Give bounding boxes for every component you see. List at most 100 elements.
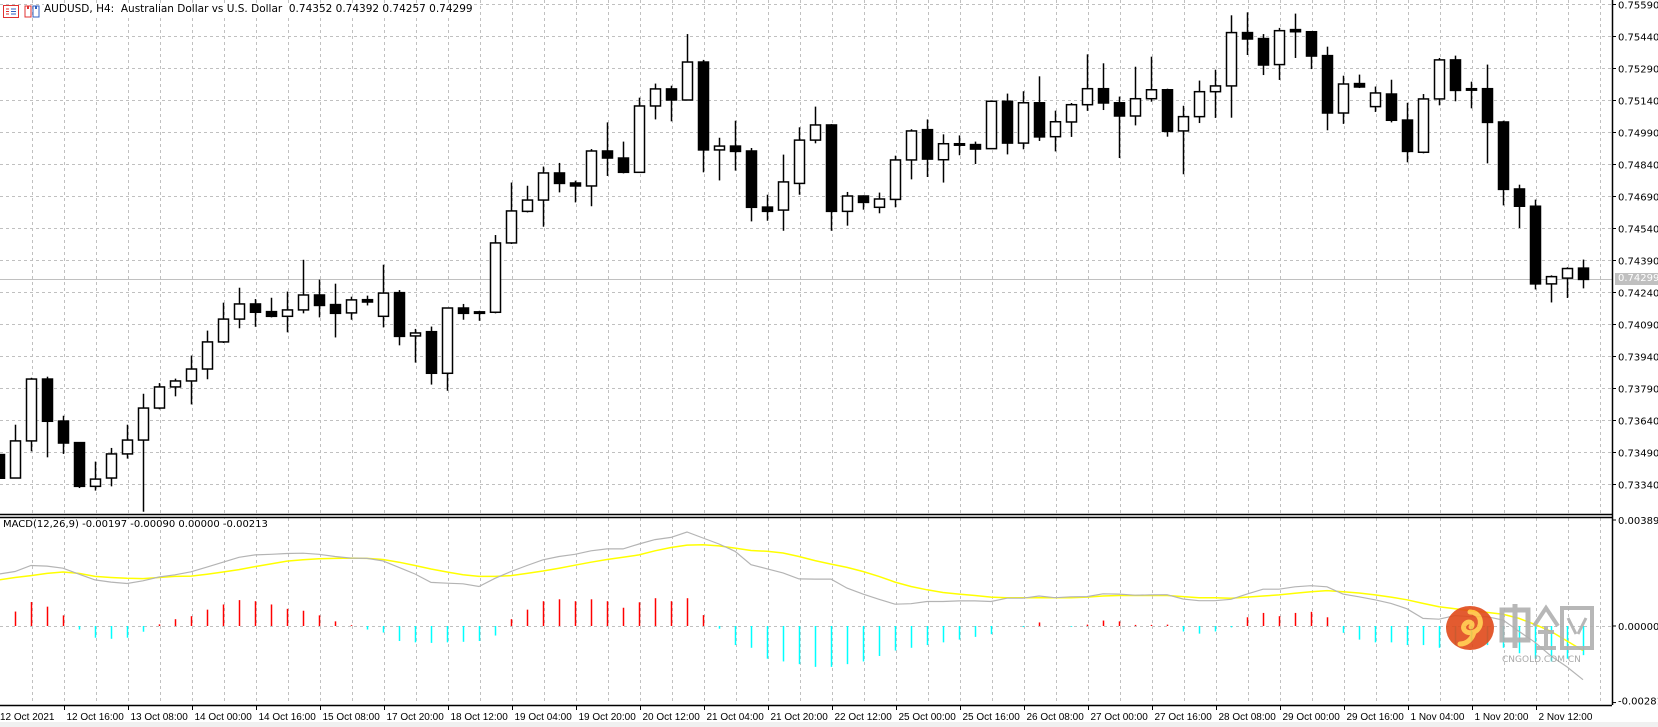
price-axis-label: 0.74840 <box>1618 161 1658 172</box>
candle <box>89 461 102 491</box>
candle-bullish <box>649 88 662 107</box>
price-axis-label: 0.74990 <box>1618 129 1658 140</box>
candle-bearish <box>617 157 630 174</box>
candle <box>633 97 646 174</box>
macd-main-line <box>0 531 1584 681</box>
candle-bullish <box>585 150 598 187</box>
candle <box>1097 63 1110 111</box>
candle <box>1305 30 1318 70</box>
candle-bullish <box>1193 90 1206 118</box>
candle-bullish <box>937 142 950 161</box>
macd-axis-label: 0.00389 <box>1618 516 1658 527</box>
time-axis-label: 18 Oct 12:00 <box>451 712 509 723</box>
candle <box>9 424 22 479</box>
price-axis-label: 0.73490 <box>1618 449 1658 460</box>
candle <box>297 259 310 314</box>
candle-bullish <box>409 332 422 337</box>
candle-bullish <box>713 145 726 151</box>
candle <box>937 134 950 183</box>
candle <box>105 447 118 487</box>
time-axis-label: 19 Oct 04:00 <box>515 712 573 723</box>
candle <box>329 283 342 338</box>
candle-bullish <box>1017 102 1030 144</box>
candle <box>1497 120 1510 206</box>
time-axis-label: 22 Oct 12:00 <box>835 712 893 723</box>
candle-bullish <box>633 105 646 174</box>
price-axis-label: 0.75140 <box>1618 97 1658 108</box>
price-axis-label: 0.73940 <box>1618 353 1658 364</box>
candle-bullish <box>489 242 502 314</box>
candle-bullish <box>1545 275 1558 285</box>
candle-bearish <box>857 195 870 204</box>
candle-bearish <box>697 61 710 151</box>
candle <box>1561 267 1574 298</box>
candle-bullish <box>9 440 22 479</box>
time-axis-label: 15 Oct 08:00 <box>323 712 381 723</box>
candle <box>1241 12 1254 55</box>
candle-bearish <box>1001 100 1014 144</box>
candle <box>169 378 182 397</box>
candle <box>697 59 710 173</box>
candle-bullish <box>1049 121 1062 138</box>
candle <box>1129 66 1142 126</box>
candle-bullish <box>1417 98 1430 154</box>
time-axis-label: 19 Oct 20:00 <box>579 712 637 723</box>
candle <box>1289 13 1302 58</box>
candle <box>361 295 374 306</box>
candle <box>1449 55 1462 102</box>
candle <box>1177 105 1190 175</box>
time-axis-label: 20 Oct 12:00 <box>643 712 701 723</box>
candle-bullish <box>377 292 390 318</box>
candle-bearish <box>665 88 678 101</box>
candle <box>217 302 230 343</box>
chart-title: AUDUSD, H4: Australian Dollar vs U.S. Do… <box>44 3 473 15</box>
candle <box>1033 76 1046 141</box>
candle-bearish <box>393 291 406 338</box>
candle <box>1321 46 1334 131</box>
candle <box>793 127 806 195</box>
candle <box>921 119 934 178</box>
candle <box>265 297 278 318</box>
candle <box>585 149 598 207</box>
list-icon[interactable] <box>3 3 19 22</box>
time-axis-label: 1 Nov 20:00 <box>1475 712 1529 723</box>
candle <box>809 106 822 144</box>
price-axis-label: 0.75290 <box>1618 65 1658 76</box>
candle <box>1113 96 1126 159</box>
time-axis-label: 25 Oct 00:00 <box>899 712 957 723</box>
chart-window-icon[interactable] <box>24 3 40 22</box>
candle-bullish <box>185 368 198 382</box>
candle <box>1065 102 1078 137</box>
candle-bullish <box>1433 59 1446 100</box>
candle <box>441 307 454 391</box>
candle-bearish <box>761 206 774 213</box>
candle-bullish <box>1145 89 1158 100</box>
candle-bearish <box>425 330 438 375</box>
candle-bullish <box>25 378 38 442</box>
candle <box>873 192 886 214</box>
candle <box>1433 57 1446 106</box>
time-axis-label: 14 Oct 16:00 <box>259 712 317 723</box>
candle-bearish <box>473 311 486 315</box>
candle <box>681 34 694 101</box>
candle <box>1049 110 1062 152</box>
candle-bearish <box>1481 87 1494 124</box>
candle-bullish <box>281 309 294 318</box>
candle-bullish <box>1209 85 1222 93</box>
time-axis-label: 21 Oct 20:00 <box>771 712 829 723</box>
candle-bearish <box>249 303 262 314</box>
candle <box>713 137 726 181</box>
candle-bullish <box>137 407 150 441</box>
candle <box>665 85 678 122</box>
time-axis-label: 25 Oct 16:00 <box>963 712 1021 723</box>
candle-bullish <box>105 453 118 479</box>
candle-bearish <box>1305 30 1318 57</box>
price-axis-label: 0.74540 <box>1618 225 1658 236</box>
candle-bearish <box>73 441 86 488</box>
price-axis-label: 0.74690 <box>1618 193 1658 204</box>
time-axis-label: 26 Oct 08:00 <box>1027 712 1085 723</box>
candle <box>457 303 470 320</box>
candle-bullish <box>217 318 230 343</box>
